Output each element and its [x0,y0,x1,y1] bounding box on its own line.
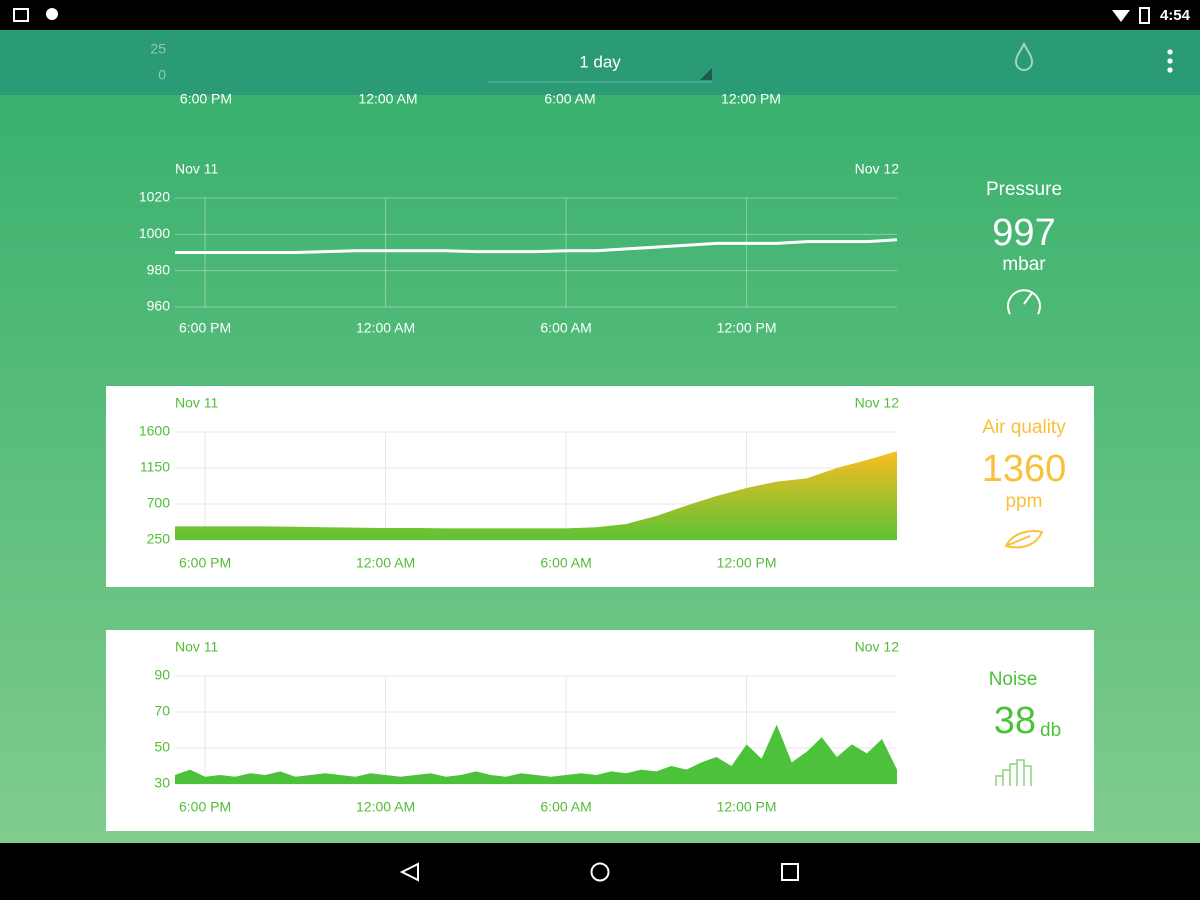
x-tick-label: 6:00 PM [179,799,231,815]
bg-x-tick: 6:00 AM [544,91,595,107]
clock: 4:54 [1160,7,1191,24]
date-label: Nov 11 [175,639,219,655]
menu-dot[interactable] [1167,67,1173,73]
date-label: Nov 12 [855,161,900,177]
toolbar [0,30,1200,95]
y-tick-label: 960 [147,298,171,314]
bg-x-tick: 6:00 PM [180,91,232,107]
x-tick-label: 6:00 PM [179,320,231,336]
panel-value: 997 [992,212,1055,254]
range-label[interactable]: 1 day [579,52,621,71]
date-label: Nov 11 [175,395,219,411]
air-quality-card [106,386,1094,587]
data-area [175,724,897,784]
y-tick-label: 1000 [139,225,170,241]
x-tick-label: 6:00 AM [540,320,591,336]
bg-y-tick: 0 [158,67,166,83]
date-label: Nov 12 [855,395,900,411]
spinner-arrow [700,68,712,80]
x-tick-label: 6:00 PM [179,555,231,571]
x-tick-label: 12:00 AM [356,320,415,336]
y-tick-label: 70 [154,703,170,719]
y-tick-label: 700 [147,495,171,511]
menu-dot[interactable] [1167,58,1173,64]
bars-icon [995,759,1032,786]
bg-x-tick: 12:00 PM [721,91,781,107]
gauge-icon [1007,289,1041,315]
y-tick-label: 1150 [140,459,170,475]
nav-bar [0,843,1200,900]
y-tick-label: 250 [147,531,171,547]
bg-y-tick: 25 [150,41,166,57]
status-bar [0,0,1200,30]
x-tick-label: 12:00 AM [356,799,415,815]
overflow-menu[interactable] [1167,49,1173,73]
panel-value: 38 [994,700,1036,742]
data-area [175,451,897,540]
y-tick-label: 1020 [139,189,170,205]
x-tick-label: 12:00 PM [717,799,777,815]
y-tick-label: 1600 [139,423,170,439]
panel-unit: mbar [1002,254,1046,275]
bg-x-tick: 12:00 AM [358,91,417,107]
gallery-icon [13,8,29,22]
date-label: Nov 12 [855,639,900,655]
range-spinner[interactable]: 1 day [488,52,712,83]
x-tick-label: 6:00 AM [540,799,591,815]
panel-title: Noise [989,669,1038,690]
data-line [175,238,898,254]
y-tick-label: 30 [154,775,170,791]
x-tick-label: 12:00 AM [356,555,415,571]
drops-icon[interactable] [1014,41,1034,71]
leaf-icon [1004,530,1044,549]
y-tick-label: 50 [154,739,170,755]
date-label: Nov 11 [175,161,219,177]
y-tick-label: 980 [147,261,171,277]
wifi-icon [1112,10,1130,22]
panel-unit: db [1040,720,1061,741]
home-button[interactable] [590,862,610,882]
panel-unit: ppm [1006,491,1043,512]
recents-button[interactable] [781,863,799,881]
menu-dot[interactable] [1167,49,1173,55]
x-tick-label: 6:00 AM [540,555,591,571]
x-tick-label: 12:00 PM [717,555,777,571]
bg-x-ticks: 6:00 PM 12:00 AM 6:00 AM 12:00 PM [180,91,781,107]
noise-card [106,630,1094,831]
battery-icon [1139,7,1150,24]
panel-value: 1360 [982,448,1067,490]
y-tick-label: 90 [154,667,170,683]
back-button[interactable] [399,862,419,882]
panel-title: Air quality [982,417,1066,438]
panel-title: Pressure [986,179,1062,200]
x-tick-label: 12:00 PM [717,320,777,336]
android-icon [46,8,58,20]
